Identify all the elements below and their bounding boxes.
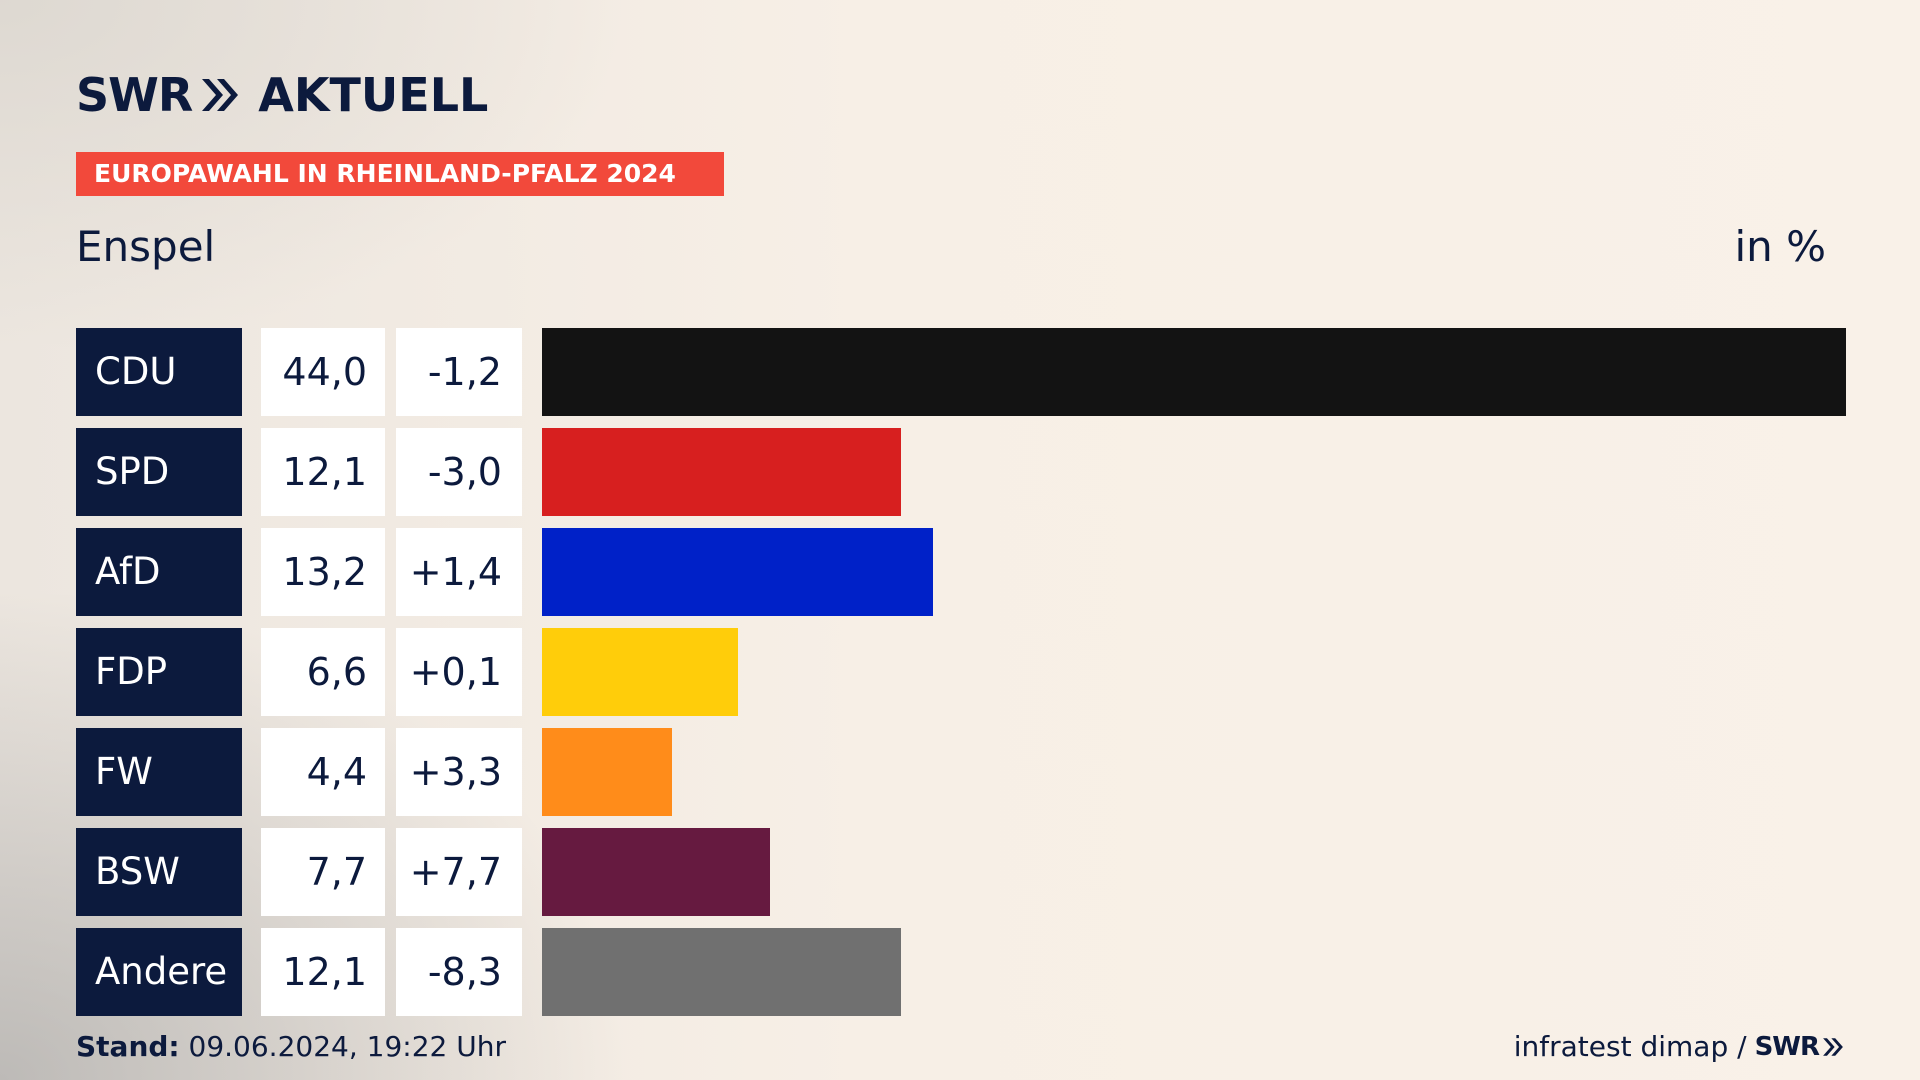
bar-cdu	[542, 328, 1846, 416]
bar-fdp	[542, 628, 738, 716]
bar-andere	[542, 928, 901, 1016]
source-text: infratest dimap /	[1513, 1030, 1747, 1063]
stand-value: 09.06.2024, 19:22 Uhr	[179, 1030, 506, 1063]
timestamp: Stand: 09.06.2024, 19:22 Uhr	[76, 1030, 506, 1063]
vote-share-change: +7,7	[396, 828, 522, 916]
party-label: Andere	[76, 928, 242, 1016]
vote-share-change: -8,3	[396, 928, 522, 1016]
vote-share-change: +1,4	[396, 528, 522, 616]
bar-spd	[542, 428, 901, 516]
result-row-afd: AfD 13,2 +1,4	[76, 528, 1846, 616]
vote-share-change: -3,0	[396, 428, 522, 516]
brand-name: SWR	[76, 68, 193, 122]
vote-share-value: 12,1	[261, 928, 385, 1016]
vote-share-value: 7,7	[261, 828, 385, 916]
vote-share-change: -1,2	[396, 328, 522, 416]
double-chevron-icon	[202, 79, 239, 111]
party-label: SPD	[76, 428, 242, 516]
party-label: CDU	[76, 328, 242, 416]
vote-share-value: 4,4	[261, 728, 385, 816]
result-row-bsw: BSW 7,7 +7,7	[76, 828, 1846, 916]
unit-label: in %	[1734, 222, 1826, 271]
result-row-fdp: FDP 6,6 +0,1	[76, 628, 1846, 716]
bar-afd	[542, 528, 934, 616]
vote-share-change: +3,3	[396, 728, 522, 816]
source-brand-logo: SWR	[1755, 1032, 1844, 1062]
vote-share-change: +0,1	[396, 628, 522, 716]
bar-fw	[542, 728, 673, 816]
double-chevron-icon-small	[1823, 1037, 1843, 1056]
vote-share-value: 12,1	[261, 428, 385, 516]
bar-bsw	[542, 828, 771, 916]
stand-label: Stand:	[76, 1030, 180, 1063]
party-label: FDP	[76, 628, 242, 716]
result-row-cdu: CDU 44,0 -1,2	[76, 328, 1846, 416]
swr-aktuell-logo: SWR AKTUELL	[76, 68, 488, 122]
election-banner: EUROPAWAHL IN RHEINLAND-PFALZ 2024	[76, 152, 724, 196]
vote-share-value: 6,6	[261, 628, 385, 716]
party-label: FW	[76, 728, 242, 816]
vote-share-value: 13,2	[261, 528, 385, 616]
vote-share-value: 44,0	[261, 328, 385, 416]
source-credit: infratest dimap / SWR	[1514, 1030, 1844, 1063]
result-row-spd: SPD 12,1 -3,0	[76, 428, 1846, 516]
place-title: Enspel	[76, 222, 216, 271]
result-row-fw: FW 4,4 +3,3	[76, 728, 1846, 816]
result-row-andere: Andere 12,1 -8,3	[76, 928, 1846, 1016]
brand-suffix: AKTUELL	[258, 68, 489, 122]
party-label: AfD	[76, 528, 242, 616]
source-brand: SWR	[1754, 1031, 1820, 1062]
party-label: BSW	[76, 828, 242, 916]
